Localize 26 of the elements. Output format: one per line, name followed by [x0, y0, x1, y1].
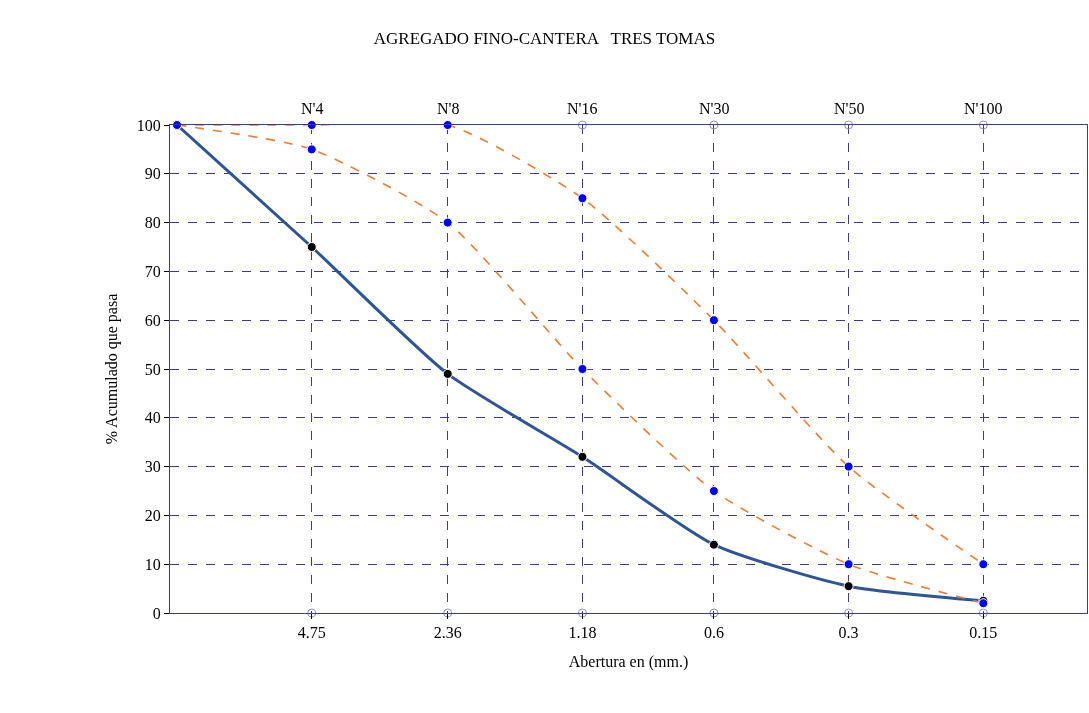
annotation: N'100	[964, 100, 1003, 117]
y-tick-label: 0	[152, 604, 161, 622]
y-tick-label: 60	[144, 311, 161, 329]
x-tick-label: 0.15	[969, 624, 998, 642]
x-tick-label: 2.36	[433, 624, 462, 642]
y-tick-label: 50	[144, 360, 161, 378]
x-tick-label: 0.6	[703, 624, 724, 642]
y-tick-label: 20	[144, 507, 161, 524]
annotation: N'16	[567, 100, 598, 117]
x-tick-label: 1.18	[568, 624, 597, 642]
x-axis-title: Abertura en (mm.)	[568, 652, 689, 671]
y-tick-label: 90	[144, 165, 161, 183]
y-axis-title: % Acumulado que pasa	[102, 293, 121, 445]
y-tick-label: 100	[136, 116, 161, 134]
annotation: N'30	[699, 100, 730, 117]
y-tick-label: 80	[144, 214, 161, 232]
y-tick-label: 30	[144, 458, 161, 476]
y-tick-label: 70	[144, 263, 161, 280]
x-tick-label: 4.75	[297, 624, 326, 642]
y-tick-label: 10	[144, 555, 161, 573]
annotation: N'4	[301, 100, 324, 117]
chart-title: AGREGADO FINO-CANTERA TRES TOMAS	[373, 28, 716, 48]
y-tick-label: 40	[144, 409, 161, 427]
annotation: N'8	[437, 100, 460, 117]
x-tick-label: 0.3	[838, 624, 859, 642]
annotation: N'50	[834, 100, 865, 117]
